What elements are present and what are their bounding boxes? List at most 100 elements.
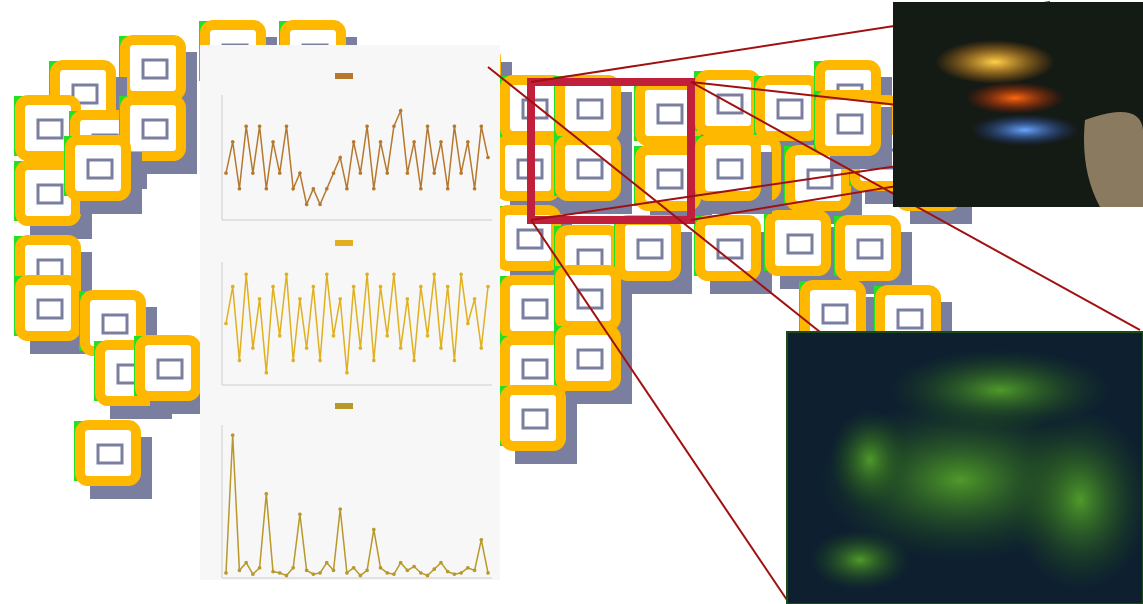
cube-inner [158, 360, 182, 378]
data-point [432, 171, 436, 175]
data-point [385, 171, 389, 175]
data-point [439, 140, 443, 144]
data-point [244, 273, 248, 277]
data-point [359, 574, 363, 578]
cube-icon [694, 216, 772, 294]
data-point [406, 171, 410, 175]
data-point [318, 359, 322, 363]
cube-inner [98, 445, 122, 463]
data-point [298, 512, 302, 516]
data-point [305, 346, 309, 350]
cloud-layer [965, 82, 1065, 114]
data-point [231, 433, 235, 437]
cube-inner [838, 115, 862, 133]
cube-inner [718, 160, 742, 178]
data-point [318, 571, 322, 575]
cube-inner [578, 100, 602, 118]
data-point [365, 569, 369, 573]
data-point [258, 124, 262, 128]
data-point [325, 187, 329, 191]
cube-icon [74, 421, 152, 499]
data-point [271, 285, 275, 289]
data-point [298, 297, 302, 301]
data-point [446, 187, 450, 191]
data-point [412, 565, 416, 569]
cube-inner [658, 170, 682, 188]
data-point [446, 285, 450, 289]
data-point [238, 187, 242, 191]
cube-inner [578, 290, 602, 308]
cube-inner [88, 160, 112, 178]
data-point [446, 570, 450, 574]
data-point [338, 156, 342, 160]
data-point [291, 566, 295, 570]
data-point [298, 171, 302, 175]
data-point [466, 140, 470, 144]
data-point [359, 171, 363, 175]
data-point [271, 570, 275, 574]
data-point [359, 346, 363, 350]
data-point [224, 171, 228, 175]
data-point [486, 285, 490, 289]
data-point [486, 571, 490, 575]
cube-inner [823, 305, 847, 323]
data-point [258, 566, 262, 570]
data-point [291, 187, 295, 191]
data-point [224, 322, 228, 326]
cube-icon [499, 386, 577, 464]
data-point [305, 569, 309, 573]
data-point [285, 124, 289, 128]
data-point [439, 346, 443, 350]
cube-inner [523, 300, 547, 318]
data-point [385, 334, 389, 338]
data-point [392, 273, 396, 277]
data-point [459, 171, 463, 175]
cloud-layer [970, 114, 1080, 146]
data-point [385, 571, 389, 575]
data-point [466, 566, 470, 570]
point-cloud-image [893, 2, 1143, 207]
data-point [332, 334, 336, 338]
cloud-layer [935, 40, 1055, 84]
cube-inner [578, 160, 602, 178]
cube-inner [658, 105, 682, 123]
data-point [473, 297, 477, 301]
legend-swatch [335, 403, 353, 409]
data-point [399, 109, 403, 113]
data-point [345, 187, 349, 191]
cube-inner [523, 410, 547, 428]
data-point [244, 561, 248, 565]
data-point [291, 359, 295, 363]
data-point [332, 171, 336, 175]
data-point [453, 124, 457, 128]
cube-inner [38, 185, 62, 203]
cube-inner [103, 315, 127, 333]
data-point [392, 572, 396, 576]
cube-inner [143, 60, 167, 78]
data-point [426, 124, 430, 128]
data-point [479, 346, 483, 350]
data-point [265, 187, 269, 191]
land [810, 530, 910, 590]
data-point [278, 334, 282, 338]
data-point [419, 285, 423, 289]
data-point [372, 528, 376, 532]
data-point [426, 334, 430, 338]
data-point [399, 561, 403, 565]
cube-inner [778, 100, 802, 118]
cube-inner [788, 235, 812, 253]
data-point [258, 297, 262, 301]
data-point [345, 371, 349, 375]
data-point [453, 572, 457, 576]
data-point [238, 359, 242, 363]
data-point [486, 156, 490, 160]
data-point [419, 571, 423, 575]
data-point [312, 285, 316, 289]
data-point [439, 561, 443, 565]
data-point [332, 569, 336, 573]
figure [0, 0, 1143, 604]
data-point [285, 574, 289, 578]
cube-inner [38, 300, 62, 318]
data-point [312, 187, 316, 191]
data-point [325, 273, 329, 277]
